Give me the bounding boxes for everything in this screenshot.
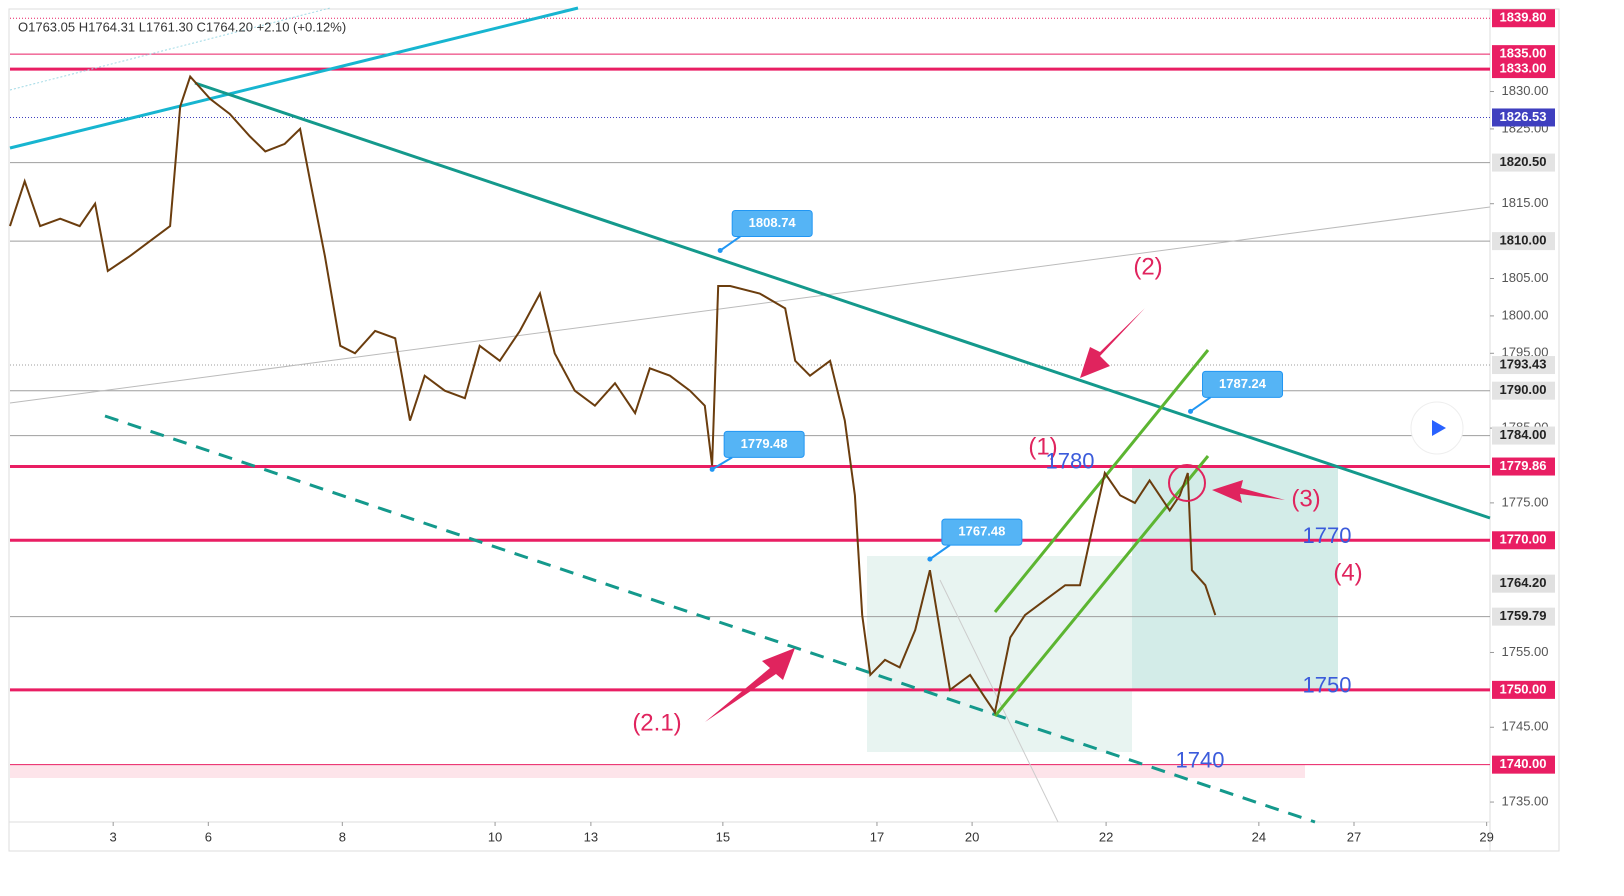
y-tick-label: 1775.00 <box>1502 494 1549 509</box>
price-badge <box>1492 574 1555 593</box>
y-tick-label: 1745.00 <box>1502 719 1549 734</box>
callout-point <box>1188 408 1194 414</box>
trend-line <box>104 414 1316 824</box>
callout-box <box>731 210 813 238</box>
zone <box>1132 466 1338 689</box>
callout-stem <box>929 544 951 560</box>
x-tick-label: 13 <box>584 829 598 844</box>
price-badge <box>1492 426 1555 445</box>
callout-point <box>709 466 715 472</box>
price-badge-label: 1790.00 <box>1500 382 1547 397</box>
price-badge <box>1492 381 1555 400</box>
x-tick-label: 3 <box>110 829 117 844</box>
trend-line <box>9 6 579 150</box>
play-button[interactable] <box>1410 401 1464 455</box>
arrow <box>1080 308 1145 378</box>
channel-line <box>993 349 1210 613</box>
level-label: 1750 <box>1303 673 1352 698</box>
x-tick-label: 24 <box>1252 829 1266 844</box>
callout-label: 1767.48 <box>958 524 1005 539</box>
x-tick-label: 10 <box>488 829 502 844</box>
callout-label: 1779.48 <box>741 436 788 451</box>
annotation: (3) <box>1291 485 1320 512</box>
price-badge-label: 1779.86 <box>1500 458 1547 473</box>
annotation: (4) <box>1333 559 1362 586</box>
y-tick-label: 1735.00 <box>1502 793 1549 808</box>
trend-line <box>939 579 1059 823</box>
x-tick-label: 6 <box>205 829 212 844</box>
price-badge-label: 1740.00 <box>1500 756 1547 771</box>
price-badge <box>1492 45 1555 64</box>
price-badge-label: 1820.50 <box>1500 154 1547 169</box>
y-tick-label: 1815.00 <box>1502 195 1549 210</box>
callout-label: 1787.24 <box>1219 376 1267 391</box>
price-badge-label: 1833.00 <box>1500 61 1547 76</box>
price-badge-label: 1759.79 <box>1500 608 1547 623</box>
highlight-circle <box>1168 464 1206 502</box>
callout-box <box>723 430 805 458</box>
ohlc-header: O1763.05 H1764.31 L1761.30 C1764.20 +2.1… <box>18 19 346 34</box>
price-badge <box>1492 607 1555 626</box>
price-badge <box>1492 356 1555 375</box>
x-tick-label: 22 <box>1099 829 1113 844</box>
annotation: (2.1) <box>632 709 681 736</box>
x-tick-label: 27 <box>1347 829 1361 844</box>
callout-label: 1808.74 <box>749 215 797 230</box>
price-badge <box>1492 108 1555 127</box>
arrow <box>705 648 795 722</box>
callout-box <box>1202 370 1284 398</box>
annotation: (2) <box>1133 253 1162 280</box>
callout-box <box>941 518 1023 546</box>
price-badge <box>1492 531 1555 550</box>
x-tick-label: 29 <box>1479 829 1493 844</box>
band <box>10 765 1305 778</box>
x-tick-label: 8 <box>339 829 346 844</box>
price-badge <box>1492 9 1555 28</box>
level-label: 1740 <box>1176 747 1225 772</box>
trend-line <box>194 81 1491 520</box>
callout-stem <box>719 235 741 252</box>
callout-point <box>717 248 723 254</box>
arrow <box>1212 480 1285 503</box>
frame <box>8 8 1560 852</box>
level-label: 1780 <box>1046 448 1095 473</box>
price-badge <box>1492 755 1555 774</box>
price-badge-label: 1750.00 <box>1500 681 1547 696</box>
price-badge <box>1492 60 1555 79</box>
price-path <box>9 74 1217 715</box>
callout-point <box>927 556 933 562</box>
price-badge-label: 1784.00 <box>1500 427 1547 442</box>
x-tick-label: 17 <box>870 829 884 844</box>
y-tick-label: 1800.00 <box>1502 307 1549 322</box>
price-badge <box>1492 680 1555 699</box>
price-badge-label: 1793.43 <box>1500 356 1547 371</box>
trend-line <box>9 206 1491 404</box>
price-badge-label: 1810.00 <box>1500 233 1547 248</box>
price-badge <box>1492 153 1555 172</box>
annotation: (1) <box>1028 433 1057 460</box>
callout-stem <box>1189 396 1212 413</box>
x-tick-label: 15 <box>716 829 730 844</box>
price-badge-label: 1764.20 <box>1500 575 1547 590</box>
y-tick-label: 1795.00 <box>1502 345 1549 360</box>
y-tick-label: 1805.00 <box>1502 270 1549 285</box>
price-badge-label: 1826.53 <box>1500 109 1547 124</box>
callout-stem <box>711 456 733 471</box>
price-badge-label: 1839.80 <box>1500 10 1547 25</box>
level-label: 1770 <box>1303 523 1352 548</box>
price-badge-label: 1835.00 <box>1500 46 1547 61</box>
trend-line <box>9 7 331 91</box>
y-tick-label: 1755.00 <box>1502 644 1549 659</box>
zone <box>867 556 1132 752</box>
price-badge-label: 1770.00 <box>1500 532 1547 547</box>
channel-line <box>993 455 1210 717</box>
price-badge <box>1492 232 1555 251</box>
price-badge <box>1492 457 1555 476</box>
play-icon[interactable] <box>1432 420 1446 436</box>
y-tick-label: 1830.00 <box>1502 83 1549 98</box>
x-tick-label: 20 <box>965 829 979 844</box>
